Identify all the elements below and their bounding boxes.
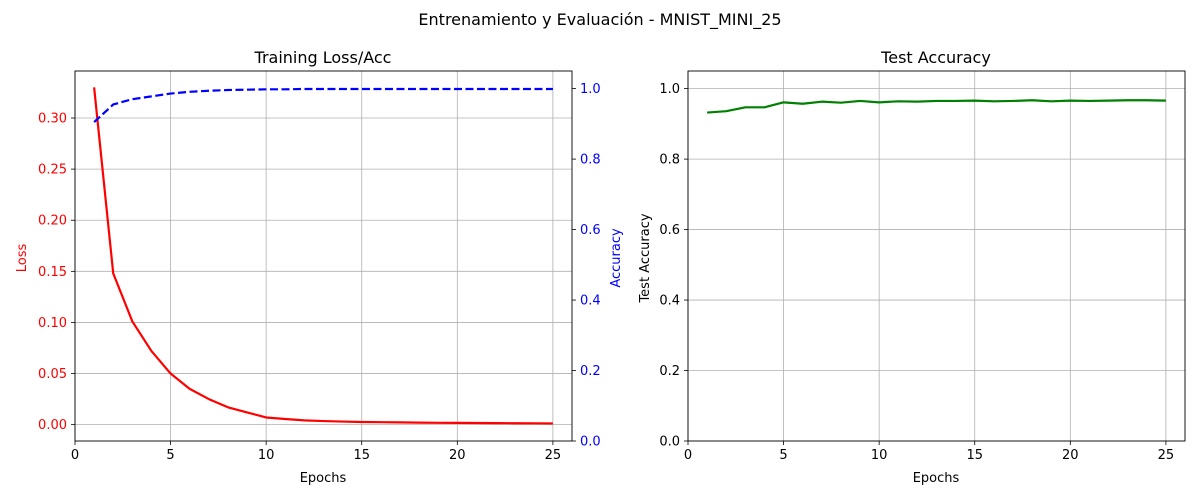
y-tick-label: 0.10 (38, 316, 67, 331)
x-axis-label: Epochs (300, 471, 347, 486)
x-tick-label: 0 (684, 448, 692, 463)
y-axis-label: Loss (15, 244, 30, 273)
series-line-1 (93, 87, 553, 123)
y-tick-label: 1.0 (659, 82, 680, 97)
x-tick-label: 20 (449, 448, 466, 463)
x-tick-label: 20 (1062, 448, 1079, 463)
x-tick-label: 25 (545, 448, 562, 463)
plot-area: 0 5 10 15 20 25 0.00 0.05 0.10 0.15 0.20 0.25 0.30 0.… (38, 70, 601, 463)
y-tick-label: 0.6 (659, 223, 680, 238)
y2-tick-label: 1.0 (580, 82, 601, 97)
series-line-0 (707, 99, 1166, 114)
y2-tick-label: 0.0 (580, 435, 601, 450)
y-axis-label: Test Accuracy (638, 213, 653, 303)
y-tick-label: 0.8 (659, 153, 680, 168)
x-axis-label: Epochs (913, 471, 960, 486)
x-tick-label: 10 (871, 448, 888, 463)
chart-title: Training Loss/Acc (254, 48, 392, 67)
training-loss-acc-chart: Training Loss/Acc Epochs Loss Accuracy 0… (15, 48, 624, 486)
y-tick-label: 0.30 (38, 112, 67, 127)
y-tick-label: 0.05 (38, 367, 67, 382)
plot-frame (74, 70, 573, 442)
y2-tick-label: 0.2 (580, 364, 601, 379)
y-tick-label: 0.2 (659, 364, 680, 379)
y2-axis-label: Accuracy (609, 228, 624, 288)
x-tick-label: 10 (258, 448, 275, 463)
chart-title: Test Accuracy (880, 48, 991, 67)
x-tick-label: 0 (71, 448, 79, 463)
test-accuracy-chart: Test Accuracy Epochs Test Accuracy 0 5 10 1… (638, 48, 1186, 486)
y2-tick-label: 0.4 (580, 294, 601, 309)
figure-suptitle: Entrenamiento y Evaluación - MNIST_MINI_… (418, 10, 781, 30)
plot-frame (687, 70, 1186, 442)
y-tick-label: 0.4 (659, 294, 680, 309)
y2-tick-label: 0.8 (580, 153, 601, 168)
x-tick-label: 15 (966, 448, 983, 463)
x-tick-label: 5 (779, 448, 787, 463)
x-tick-label: 5 (166, 448, 174, 463)
y-tick-label: 0.20 (38, 214, 67, 229)
series-line-0 (93, 87, 553, 425)
y-tick-label: 0.00 (38, 418, 67, 433)
x-tick-label: 25 (1158, 448, 1175, 463)
plot-area: 0 5 10 15 20 25 0.0 0.2 0.4 0.6 0.8 1.0 (659, 70, 1186, 463)
y-tick-label: 0.15 (38, 265, 67, 280)
y-tick-label: 0.25 (38, 163, 67, 178)
x-tick-label: 15 (353, 448, 370, 463)
y-tick-label: 0.0 (659, 435, 680, 450)
y2-tick-label: 0.6 (580, 223, 601, 238)
